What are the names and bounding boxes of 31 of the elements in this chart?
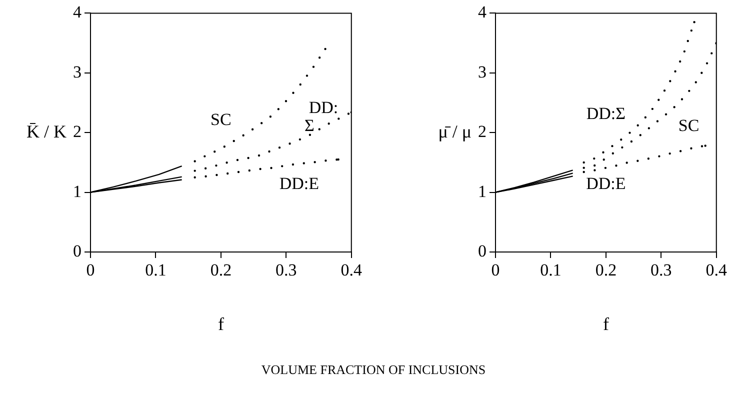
y-tick-label: 3 [478, 62, 486, 82]
series-label: DD:E [586, 174, 626, 194]
x-tick-label: 0.4 [340, 260, 362, 280]
x-axis-title: f [602, 314, 609, 334]
y-tick-label: 3 [73, 62, 82, 82]
y-tick-label: 4 [73, 2, 82, 22]
y-tick-label: 1 [478, 182, 486, 201]
x-tick-label: 0.2 [210, 260, 232, 280]
x-axis-title: f [218, 314, 224, 334]
series-label: DD:Σ [304, 98, 338, 136]
x-tick-label: 0.3 [650, 260, 672, 280]
x-tick-label: 0.2 [595, 260, 617, 280]
x-tick-label: 0 [86, 260, 95, 280]
y-tick-label: 2 [73, 122, 82, 142]
y-tick-label: 4 [478, 2, 487, 22]
y-tick-label: 1 [73, 182, 82, 201]
series-label: DD:E [279, 174, 320, 194]
series-label: SC [210, 110, 232, 130]
series-label: SC [678, 116, 700, 136]
x-tick-label: 0.3 [276, 260, 297, 280]
text: VOLUME FRACTION OF INCLUSIONS [260, 362, 487, 378]
x-tick-label: 0.1 [145, 260, 166, 280]
y-axis-title: μ̄ / μ [438, 121, 472, 142]
x-tick-label: 0 [491, 260, 500, 280]
y-tick-label: 0 [478, 241, 486, 260]
series-label: DD:Σ [586, 104, 626, 124]
y-tick-label: 2 [478, 122, 486, 142]
x-tick-label: 0.4 [706, 260, 728, 280]
y-axis-title: K̄ / K [26, 121, 66, 142]
y-tick-label: 0 [73, 241, 82, 260]
x-tick-label: 0.1 [540, 260, 562, 280]
